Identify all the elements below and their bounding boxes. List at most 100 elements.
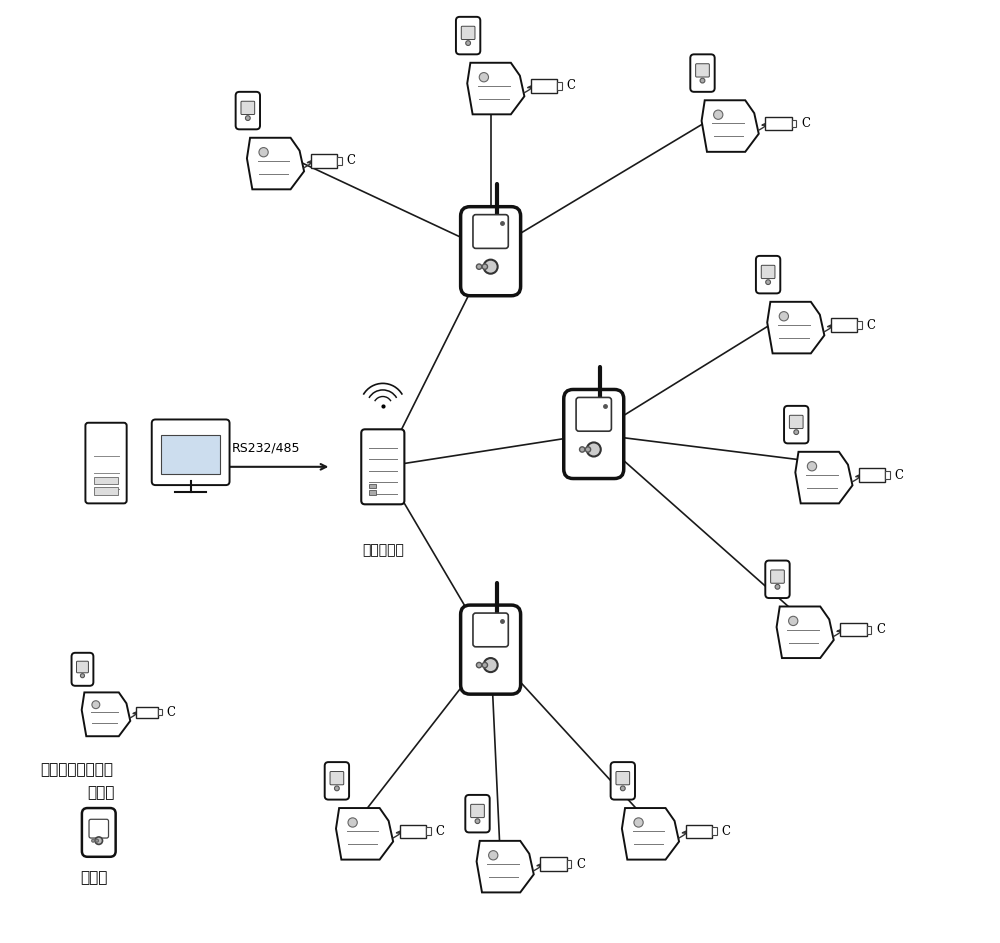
FancyBboxPatch shape: [857, 321, 862, 329]
FancyBboxPatch shape: [461, 26, 475, 40]
Circle shape: [620, 786, 625, 791]
FancyBboxPatch shape: [557, 82, 562, 90]
FancyBboxPatch shape: [840, 623, 867, 637]
Circle shape: [475, 819, 480, 823]
FancyBboxPatch shape: [361, 429, 404, 505]
Circle shape: [259, 147, 268, 157]
FancyBboxPatch shape: [792, 120, 796, 127]
FancyBboxPatch shape: [885, 472, 890, 479]
FancyBboxPatch shape: [784, 405, 808, 443]
FancyBboxPatch shape: [461, 605, 521, 694]
FancyBboxPatch shape: [831, 319, 857, 332]
Circle shape: [484, 658, 498, 672]
Polygon shape: [767, 302, 824, 354]
Circle shape: [807, 462, 817, 471]
Text: 协调器节点: 协调器节点: [362, 544, 404, 557]
FancyBboxPatch shape: [471, 804, 484, 818]
FancyBboxPatch shape: [771, 570, 784, 583]
Circle shape: [348, 818, 357, 827]
Polygon shape: [477, 841, 534, 892]
Text: C: C: [801, 117, 810, 130]
FancyBboxPatch shape: [161, 435, 220, 474]
Circle shape: [334, 786, 339, 791]
FancyBboxPatch shape: [761, 265, 775, 278]
Polygon shape: [795, 452, 852, 504]
Text: C: C: [567, 79, 576, 92]
Text: C: C: [895, 469, 904, 482]
Text: C: C: [576, 857, 585, 870]
FancyBboxPatch shape: [690, 55, 715, 91]
Circle shape: [482, 662, 488, 668]
FancyBboxPatch shape: [236, 91, 260, 129]
Circle shape: [580, 447, 585, 452]
FancyBboxPatch shape: [611, 762, 635, 800]
FancyBboxPatch shape: [94, 488, 118, 494]
FancyBboxPatch shape: [89, 819, 109, 838]
FancyBboxPatch shape: [456, 17, 480, 55]
FancyBboxPatch shape: [756, 256, 780, 293]
FancyBboxPatch shape: [82, 808, 116, 857]
Circle shape: [80, 673, 85, 678]
FancyBboxPatch shape: [158, 709, 162, 716]
Text: C: C: [346, 155, 355, 168]
Text: C: C: [435, 825, 444, 837]
FancyBboxPatch shape: [789, 415, 803, 428]
FancyBboxPatch shape: [473, 215, 508, 248]
FancyBboxPatch shape: [311, 155, 337, 168]
FancyBboxPatch shape: [859, 469, 885, 482]
FancyBboxPatch shape: [77, 661, 88, 672]
Text: C: C: [867, 319, 876, 332]
FancyBboxPatch shape: [85, 422, 127, 504]
Circle shape: [634, 818, 643, 827]
Polygon shape: [336, 808, 393, 860]
Circle shape: [484, 259, 498, 273]
Circle shape: [779, 311, 788, 321]
Circle shape: [95, 839, 98, 842]
Circle shape: [479, 73, 489, 82]
Circle shape: [476, 662, 482, 668]
Text: 路由器: 路由器: [80, 869, 107, 885]
FancyBboxPatch shape: [765, 117, 792, 130]
FancyBboxPatch shape: [473, 613, 508, 647]
Circle shape: [775, 585, 780, 589]
Circle shape: [482, 264, 488, 270]
FancyBboxPatch shape: [686, 825, 712, 837]
Circle shape: [714, 110, 723, 120]
Circle shape: [700, 78, 705, 83]
FancyBboxPatch shape: [465, 795, 490, 833]
FancyBboxPatch shape: [765, 560, 790, 598]
FancyBboxPatch shape: [696, 64, 709, 77]
Polygon shape: [702, 100, 759, 152]
Text: C: C: [876, 623, 885, 637]
FancyBboxPatch shape: [540, 857, 567, 870]
FancyBboxPatch shape: [369, 490, 376, 495]
Polygon shape: [247, 138, 304, 190]
Polygon shape: [777, 606, 834, 658]
Circle shape: [587, 442, 601, 456]
FancyBboxPatch shape: [712, 827, 717, 835]
FancyBboxPatch shape: [94, 476, 118, 484]
FancyBboxPatch shape: [337, 157, 342, 165]
Circle shape: [476, 264, 482, 270]
FancyBboxPatch shape: [564, 389, 624, 478]
FancyBboxPatch shape: [867, 626, 871, 634]
FancyBboxPatch shape: [330, 771, 344, 785]
FancyBboxPatch shape: [616, 771, 630, 785]
FancyBboxPatch shape: [461, 207, 521, 296]
Circle shape: [794, 430, 799, 435]
Polygon shape: [622, 808, 679, 860]
FancyBboxPatch shape: [241, 101, 255, 114]
FancyBboxPatch shape: [369, 484, 376, 488]
Text: RS232/485: RS232/485: [231, 441, 300, 455]
Text: C: C: [166, 705, 175, 719]
Polygon shape: [467, 63, 524, 114]
Text: 带终端节点的模具: 带终端节点的模具: [41, 762, 114, 777]
Circle shape: [466, 41, 471, 45]
Circle shape: [95, 837, 103, 844]
Circle shape: [92, 839, 95, 842]
Circle shape: [489, 851, 498, 860]
FancyBboxPatch shape: [400, 825, 426, 837]
FancyBboxPatch shape: [567, 860, 571, 868]
Text: 保护器: 保护器: [88, 786, 115, 801]
FancyBboxPatch shape: [531, 79, 557, 92]
